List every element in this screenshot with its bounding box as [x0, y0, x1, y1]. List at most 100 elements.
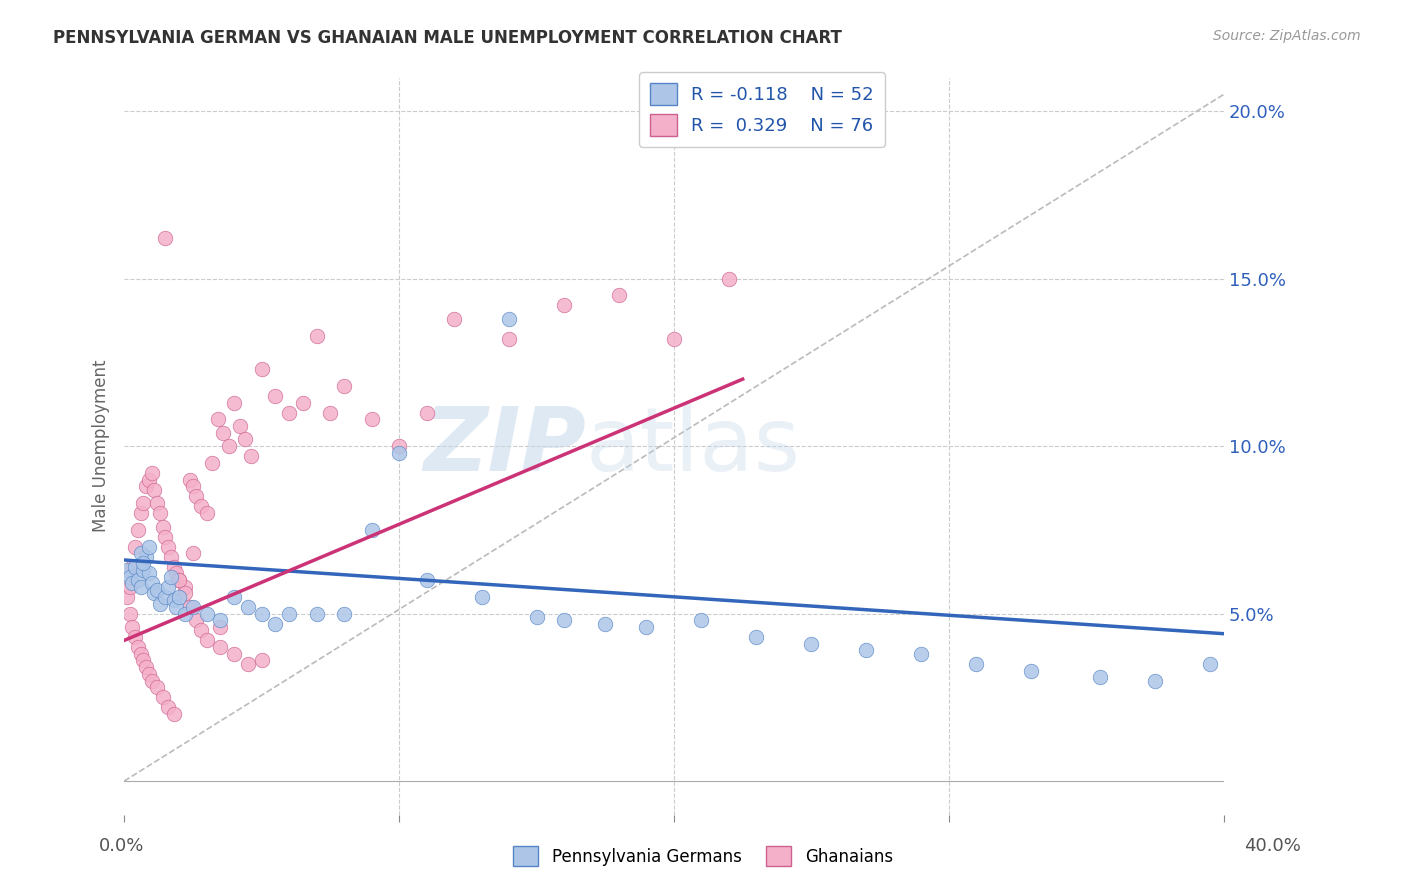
- Point: [360, 523, 382, 537]
- Point: [319, 406, 342, 420]
- Point: [250, 653, 273, 667]
- Point: [118, 607, 141, 621]
- Point: [526, 610, 548, 624]
- Point: [224, 647, 246, 661]
- Point: [143, 483, 166, 497]
- Point: [135, 479, 157, 493]
- Point: [388, 446, 411, 460]
- Point: [1143, 673, 1166, 688]
- Point: [143, 586, 166, 600]
- Text: Source: ZipAtlas.com: Source: ZipAtlas.com: [1213, 29, 1361, 43]
- Point: [149, 597, 172, 611]
- Point: [138, 666, 160, 681]
- Point: [305, 328, 328, 343]
- Point: [498, 332, 520, 346]
- Point: [141, 673, 163, 688]
- Point: [124, 630, 146, 644]
- Legend: Pennsylvania Germans, Ghanaians: Pennsylvania Germans, Ghanaians: [506, 839, 900, 873]
- Point: [236, 657, 259, 671]
- Point: [127, 523, 149, 537]
- Point: [278, 406, 301, 420]
- Point: [910, 647, 932, 661]
- Point: [209, 640, 232, 654]
- Point: [165, 566, 187, 581]
- Point: [135, 660, 157, 674]
- Point: [160, 549, 183, 564]
- Point: [167, 590, 190, 604]
- Point: [135, 549, 157, 564]
- Point: [184, 613, 207, 627]
- Point: [209, 620, 232, 634]
- Point: [129, 506, 152, 520]
- Text: ZIP: ZIP: [423, 402, 586, 490]
- Point: [157, 700, 180, 714]
- Point: [121, 576, 143, 591]
- Point: [173, 580, 195, 594]
- Point: [305, 607, 328, 621]
- Point: [593, 616, 616, 631]
- Point: [167, 573, 190, 587]
- Point: [690, 613, 713, 627]
- Point: [157, 580, 180, 594]
- Point: [224, 395, 246, 409]
- Point: [470, 590, 492, 604]
- Point: [149, 506, 172, 520]
- Point: [195, 506, 218, 520]
- Point: [160, 570, 183, 584]
- Text: 40.0%: 40.0%: [1244, 837, 1301, 855]
- Point: [1019, 664, 1042, 678]
- Point: [138, 566, 160, 581]
- Point: [360, 412, 382, 426]
- Point: [250, 362, 273, 376]
- Point: [132, 557, 155, 571]
- Point: [264, 389, 287, 403]
- Point: [291, 395, 314, 409]
- Point: [155, 590, 177, 604]
- Point: [553, 298, 575, 312]
- Point: [173, 607, 195, 621]
- Point: [146, 680, 169, 694]
- Point: [662, 332, 685, 346]
- Point: [152, 519, 174, 533]
- Point: [121, 620, 143, 634]
- Point: [118, 580, 141, 594]
- Point: [415, 573, 437, 587]
- Point: [115, 563, 138, 577]
- Point: [181, 546, 204, 560]
- Point: [233, 433, 256, 447]
- Point: [228, 419, 250, 434]
- Point: [146, 496, 169, 510]
- Point: [184, 489, 207, 503]
- Point: [118, 570, 141, 584]
- Point: [1199, 657, 1222, 671]
- Point: [132, 496, 155, 510]
- Text: PENNSYLVANIA GERMAN VS GHANAIAN MALE UNEMPLOYMENT CORRELATION CHART: PENNSYLVANIA GERMAN VS GHANAIAN MALE UNE…: [53, 29, 842, 46]
- Point: [1088, 670, 1111, 684]
- Point: [190, 500, 212, 514]
- Point: [165, 599, 187, 614]
- Legend: R = -0.118    N = 52, R =  0.329    N = 76: R = -0.118 N = 52, R = 0.329 N = 76: [638, 72, 884, 146]
- Point: [132, 653, 155, 667]
- Point: [181, 479, 204, 493]
- Point: [553, 613, 575, 627]
- Point: [179, 599, 201, 614]
- Y-axis label: Male Unemployment: Male Unemployment: [93, 359, 110, 533]
- Point: [115, 590, 138, 604]
- Point: [415, 406, 437, 420]
- Point: [443, 311, 465, 326]
- Point: [129, 580, 152, 594]
- Point: [212, 425, 235, 440]
- Point: [855, 643, 877, 657]
- Point: [127, 640, 149, 654]
- Point: [173, 586, 195, 600]
- Point: [132, 563, 155, 577]
- Point: [209, 613, 232, 627]
- Point: [129, 546, 152, 560]
- Point: [207, 412, 229, 426]
- Point: [146, 583, 169, 598]
- Point: [181, 599, 204, 614]
- Point: [965, 657, 987, 671]
- Point: [717, 271, 740, 285]
- Point: [163, 707, 186, 722]
- Point: [138, 473, 160, 487]
